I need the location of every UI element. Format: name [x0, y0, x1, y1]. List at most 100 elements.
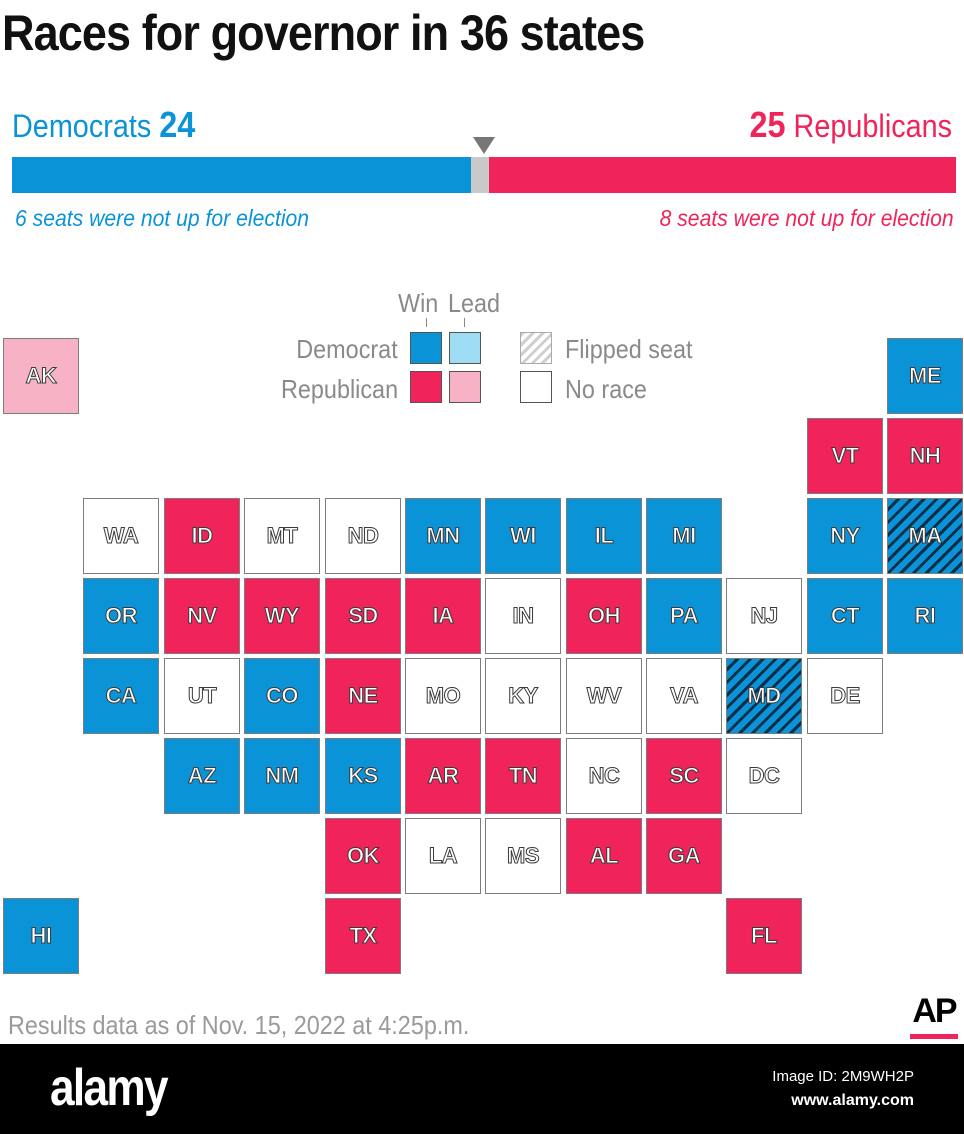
democrats-label: Democrats 24	[12, 104, 195, 146]
watermark-image-id: Image ID: 2M9WH2P	[772, 1068, 914, 1085]
state-label: AK	[25, 363, 57, 389]
state-tile-nh: NH	[887, 418, 963, 494]
state-label: MD	[747, 683, 782, 709]
state-tile-wy: WY	[244, 578, 320, 654]
state-label: GA	[668, 843, 702, 869]
state-label: IN	[512, 603, 535, 629]
state-label: AR	[427, 763, 459, 789]
state-tile-ne: NE	[325, 658, 401, 734]
state-label: LA	[428, 843, 458, 869]
legend-norace-swatch	[520, 371, 552, 403]
state-label: AL	[589, 843, 619, 869]
legend-dem-win-swatch	[410, 332, 442, 364]
state-label: VT	[831, 443, 860, 469]
state-label: HI	[30, 923, 53, 949]
republicans-label: 25 Republicans	[749, 104, 952, 146]
state-label: KS	[348, 763, 379, 789]
state-label: UT	[187, 683, 217, 709]
majority-marker-icon	[473, 137, 495, 154]
state-tile-al: AL	[566, 818, 642, 894]
state-tile-nm: NM	[244, 738, 320, 814]
ap-logo: AP	[910, 992, 958, 1039]
state-label: ND	[347, 523, 379, 549]
state-label: NC	[588, 763, 620, 789]
state-tile-il: IL	[566, 498, 642, 574]
state-tile-ut: UT	[164, 658, 240, 734]
state-tile-ri: RI	[887, 578, 963, 654]
democrats-name: Democrats	[12, 108, 152, 144]
legend-lead-label: Lead	[448, 288, 501, 318]
state-tile-nc: NC	[566, 738, 642, 814]
state-tile-ma: MA	[887, 498, 963, 574]
state-tile-me: ME	[887, 338, 963, 414]
state-label: NE	[348, 683, 379, 709]
republicans-count: 25	[749, 104, 786, 145]
state-tile-hi: HI	[3, 898, 79, 974]
seat-bar-democrat	[12, 157, 471, 193]
state-tile-az: AZ	[164, 738, 240, 814]
legend-republican-label: Republican	[280, 374, 398, 404]
state-label: MO	[425, 683, 461, 709]
ap-logo-bar	[910, 1034, 958, 1039]
state-tile-ks: KS	[325, 738, 401, 814]
state-tile-co: CO	[244, 658, 320, 734]
page-title: Races for governor in 36 states	[2, 5, 645, 61]
state-label: OR	[105, 603, 139, 629]
state-label: MT	[266, 523, 298, 549]
state-tile-wa: WA	[83, 498, 159, 574]
state-tile-or: OR	[83, 578, 159, 654]
state-tile-tx: TX	[325, 898, 401, 974]
state-label: KY	[508, 683, 539, 709]
seat-bar-undecided	[470, 157, 490, 193]
democrats-count: 24	[159, 104, 196, 145]
state-tile-ar: AR	[405, 738, 481, 814]
legend-rep-lead-swatch	[449, 371, 481, 403]
state-label: TN	[508, 763, 538, 789]
republicans-note: 8 seats were not up for election	[659, 205, 954, 231]
state-label: NV	[187, 603, 218, 629]
state-tile-pa: PA	[646, 578, 722, 654]
state-tile-ia: IA	[405, 578, 481, 654]
watermark-bar: alamy Image ID: 2M9WH2P www.alamy.com	[0, 1044, 964, 1134]
state-tile-oh: OH	[566, 578, 642, 654]
legend-win-label: Win	[398, 288, 439, 318]
state-label: CA	[105, 683, 137, 709]
footnote: Results data as of Nov. 15, 2022 at 4:25…	[8, 1010, 470, 1040]
state-label: MA	[908, 523, 943, 549]
state-label: WI	[510, 523, 537, 549]
state-label: WV	[586, 683, 622, 709]
state-tile-ky: KY	[485, 658, 561, 734]
state-tile-ny: NY	[807, 498, 883, 574]
seat-balance-bar	[12, 157, 956, 193]
state-tile-ms: MS	[485, 818, 561, 894]
state-label: VA	[670, 683, 699, 709]
state-tile-wi: WI	[485, 498, 561, 574]
state-label: PA	[670, 603, 699, 629]
state-label: NH	[909, 443, 941, 469]
state-label: WY	[264, 603, 300, 629]
state-tile-dc: DC	[726, 738, 802, 814]
state-label: MN	[426, 523, 461, 549]
state-tile-mt: MT	[244, 498, 320, 574]
state-tile-sd: SD	[325, 578, 401, 654]
state-label: MI	[672, 523, 697, 549]
state-tile-ak: AK	[3, 338, 79, 414]
state-tile-ct: CT	[807, 578, 883, 654]
ap-logo-text: AP	[912, 992, 957, 1030]
legend-flipped-label: Flipped seat	[565, 334, 693, 364]
state-tile-la: LA	[405, 818, 481, 894]
state-tile-vt: VT	[807, 418, 883, 494]
state-tile-ga: GA	[646, 818, 722, 894]
state-tile-ca: CA	[83, 658, 159, 734]
state-label: IL	[594, 523, 614, 549]
watermark-url: www.alamy.com	[791, 1092, 914, 1109]
state-label: ME	[909, 363, 943, 389]
republicans-name: Republicans	[793, 108, 952, 144]
state-tile-md: MD	[726, 658, 802, 734]
state-tile-nd: ND	[325, 498, 401, 574]
state-label: AZ	[187, 763, 217, 789]
state-label: DE	[830, 683, 861, 709]
state-label: OH	[588, 603, 622, 629]
state-label: NJ	[750, 603, 779, 629]
state-label: CO	[266, 683, 300, 709]
